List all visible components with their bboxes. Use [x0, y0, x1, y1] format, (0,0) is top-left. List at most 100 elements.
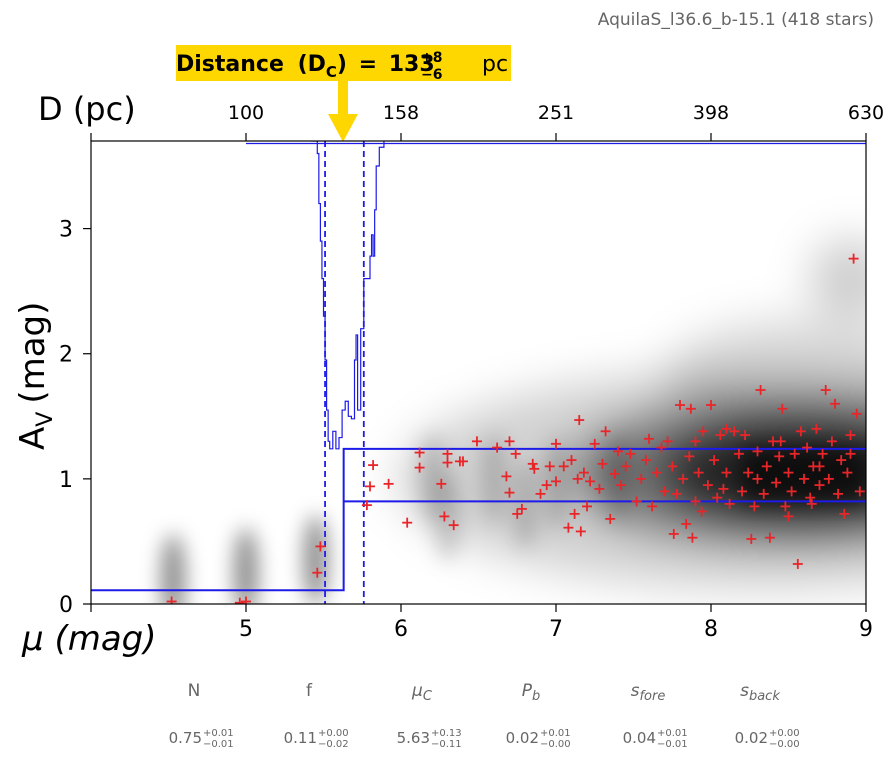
star-point — [743, 467, 754, 478]
star-point — [833, 488, 844, 499]
star-point — [820, 385, 831, 396]
star-point — [644, 433, 654, 444]
star-point — [414, 462, 425, 473]
star-point — [842, 467, 853, 478]
star-point — [806, 498, 817, 509]
star-point — [448, 520, 459, 531]
star-point — [671, 488, 682, 499]
star-point — [436, 478, 447, 489]
top-tick-label: 398 — [693, 102, 729, 124]
star-point — [799, 473, 809, 484]
param-name: N — [188, 681, 201, 701]
star-point — [811, 423, 822, 434]
param-name: sfore — [631, 681, 666, 704]
star-point — [613, 446, 623, 457]
star-point — [740, 430, 751, 441]
banner-eq: = — [359, 52, 377, 77]
star-point — [845, 430, 856, 441]
banner-symbol-open: ( — [298, 52, 308, 77]
star-point — [752, 446, 763, 457]
star-point — [656, 442, 667, 453]
star-point — [775, 436, 786, 447]
param-err-plus: +0.01 — [203, 728, 234, 739]
star-point — [780, 501, 791, 512]
param-err-minus: −0.02 — [318, 739, 349, 750]
density-map — [161, 238, 866, 604]
banner-label: Distance — [176, 52, 284, 77]
star-point — [582, 501, 592, 512]
star-point — [312, 567, 323, 578]
star-point — [541, 480, 552, 491]
banner-err-minus: −6 — [421, 67, 442, 83]
star-point — [702, 480, 713, 491]
star-point — [492, 442, 503, 453]
star-point — [458, 456, 468, 467]
star-point — [706, 400, 716, 411]
star-point — [817, 448, 828, 459]
star-point — [516, 503, 527, 514]
star-point — [774, 451, 785, 462]
distance-bounds — [324, 141, 365, 604]
star-point — [365, 481, 375, 492]
star-point — [529, 463, 540, 474]
banner-box — [176, 45, 511, 81]
y-tick-label: 1 — [59, 468, 73, 493]
param-err-minus: −0.00 — [769, 739, 800, 750]
star-point — [597, 458, 608, 469]
star-point — [544, 461, 555, 472]
param-name: f — [306, 681, 313, 701]
banner-symbol-close: ) — [337, 52, 347, 77]
star-point — [752, 473, 763, 484]
param-err-plus: +0.13 — [431, 728, 462, 739]
star-point — [758, 488, 769, 499]
star-point — [594, 483, 605, 494]
star-point — [368, 460, 379, 471]
param-err-minus: −0.00 — [540, 739, 571, 750]
star-point — [569, 508, 580, 519]
top-tick-label: 251 — [538, 102, 574, 124]
star-point — [504, 487, 515, 498]
star-point — [792, 558, 803, 569]
star-point — [442, 448, 453, 459]
star-point — [578, 467, 589, 478]
star-point — [640, 455, 651, 466]
star-point — [551, 476, 561, 487]
banner-err-plus: +8 — [421, 50, 442, 66]
y-axis-label-sym: A — [13, 427, 53, 450]
star-point — [737, 486, 747, 497]
star-point — [830, 398, 840, 409]
chart-title: AquilaS_l36.6_b-15.1 (418 stars) — [598, 10, 874, 30]
x-axis-label: μ (mag) — [21, 619, 157, 659]
star-point — [551, 438, 561, 449]
star-point — [789, 448, 800, 459]
param-err-minus: −0.01 — [203, 739, 234, 750]
star-point — [729, 426, 740, 437]
star-point — [712, 492, 723, 503]
star-point — [771, 477, 782, 488]
star-point — [383, 478, 394, 489]
top-tick-label: 100 — [228, 102, 264, 124]
distance-arrow — [328, 81, 358, 142]
axes: 5 6 7 8 9 0 1 2 3 100 158 251 398 630 — [59, 102, 884, 642]
star-point — [234, 597, 245, 604]
star-point — [814, 480, 825, 491]
star-point — [361, 500, 372, 511]
star-point — [678, 473, 689, 484]
param-value: 0.02 — [506, 729, 539, 747]
star-point — [685, 403, 696, 414]
banner-symbol: D — [308, 52, 326, 77]
param-name: Pb — [522, 681, 541, 704]
star-point — [566, 455, 577, 466]
param-name: sback — [740, 681, 780, 704]
star-point — [574, 415, 585, 426]
y-axis-label-unit: (mag) — [13, 302, 53, 404]
star-point — [609, 468, 620, 479]
star-point — [510, 448, 521, 459]
svg-text:Distance (DC) =: Distance (DC) = 133 — [176, 52, 435, 81]
top-tick-label: 630 — [848, 102, 884, 124]
star-point — [439, 511, 450, 522]
star-point — [755, 385, 766, 396]
param-value: 0.02 — [735, 729, 768, 747]
star-point — [563, 522, 574, 533]
star-point — [709, 455, 720, 466]
